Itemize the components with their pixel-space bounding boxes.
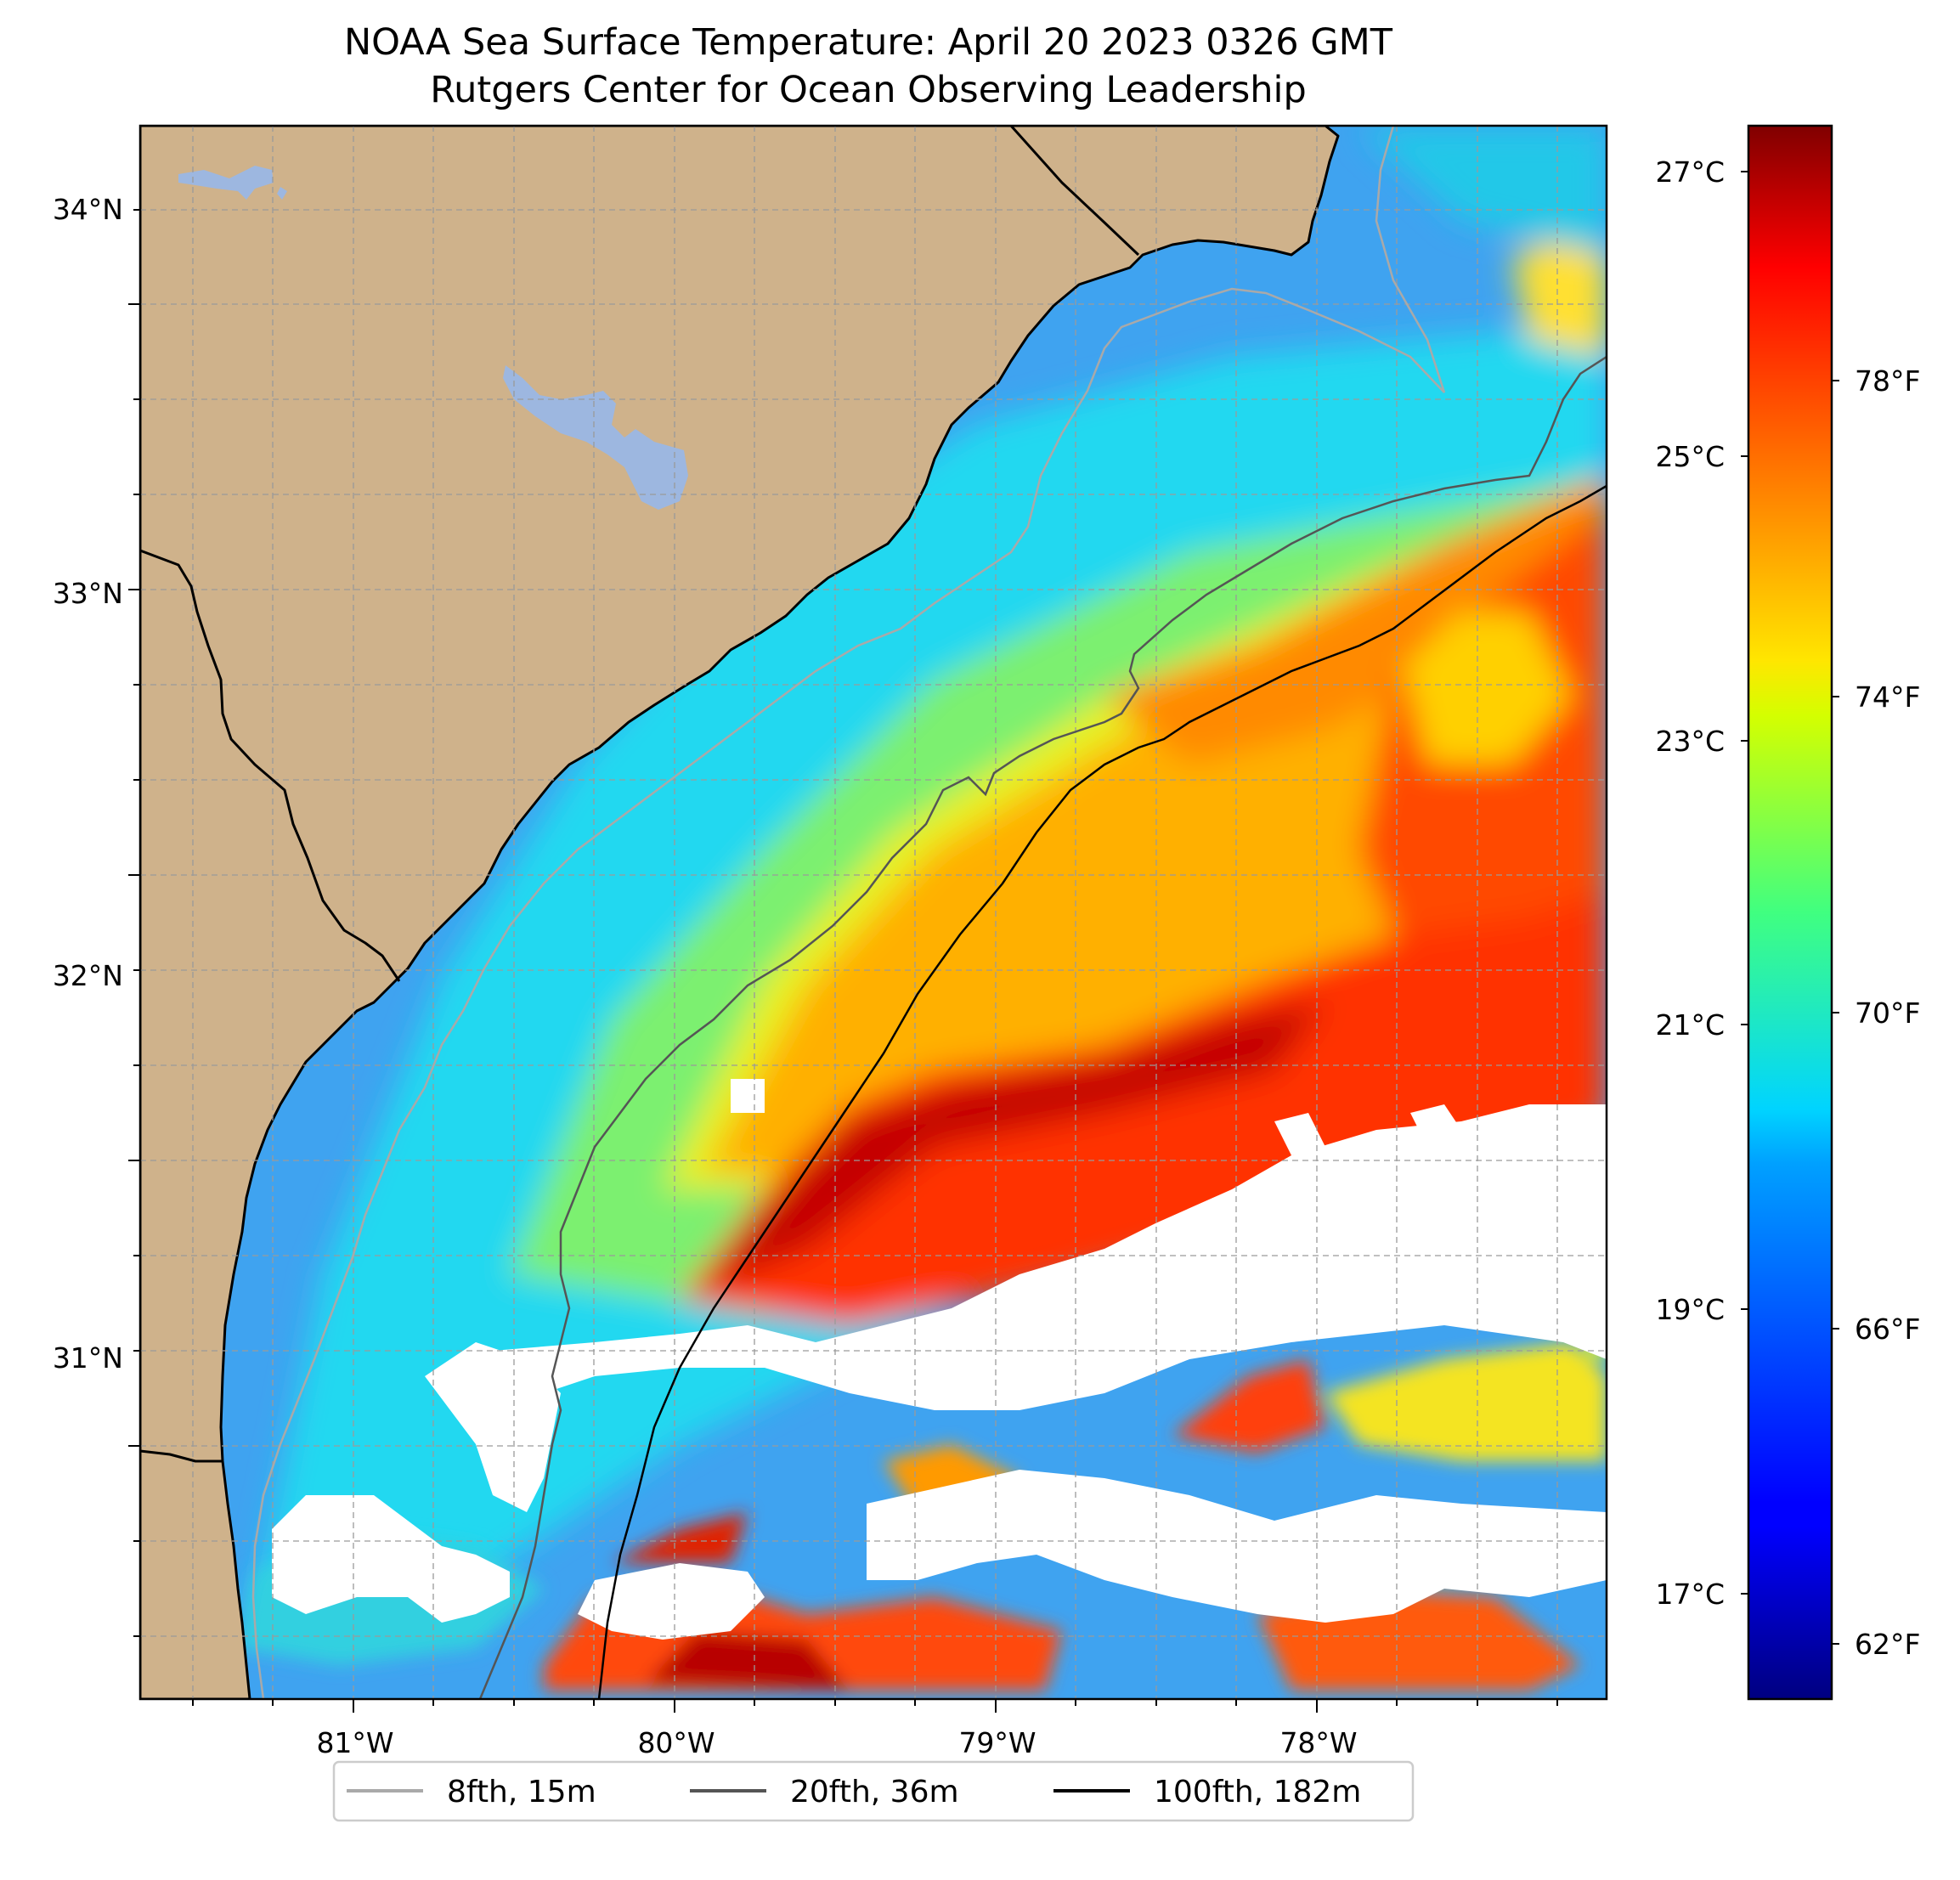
- fahrenheit-tick-label: 62°F: [1855, 1628, 1920, 1661]
- fahrenheit-tick-label: 70°F: [1855, 996, 1920, 1030]
- lat-axis: 34°N 33°N 32°N 31°N: [53, 193, 140, 1637]
- lon-axis: 81°W 80°W 79°W 78°W: [192, 1699, 1558, 1759]
- lat-tick-label: 34°N: [53, 193, 123, 226]
- lat-tick-label: 33°N: [53, 577, 123, 610]
- lon-tick-label: 78°W: [1279, 1726, 1357, 1759]
- land-area: [140, 126, 1340, 1699]
- celsius-tick-label: 27°C: [1655, 155, 1725, 189]
- title-line-1: NOAA Sea Surface Temperature: April 20 2…: [344, 21, 1393, 64]
- legend-label-20fth: 20fth, 36m: [790, 1775, 959, 1809]
- legend-label-100fth: 100fth, 182m: [1154, 1775, 1361, 1809]
- celsius-tick-label: 17°C: [1655, 1578, 1725, 1611]
- colorbar: 27°C 25°C 23°C 21°C 19°C 17°C 78°F 74°F …: [1655, 124, 1920, 1701]
- lon-tick-label: 80°W: [637, 1726, 715, 1759]
- sst-field: [238, 127, 1607, 1691]
- colorbar-gradient: [1747, 124, 1833, 1701]
- map-panel[interactable]: [140, 126, 1607, 1699]
- fahrenheit-tick-label: 78°F: [1855, 364, 1920, 398]
- title-line-2: Rutgers Center for Ocean Observing Leade…: [430, 69, 1307, 111]
- map-frame: [138, 124, 1608, 1701]
- contour-8fth-15m: [251, 126, 1446, 1699]
- legend-label-8fth: 8fth, 15m: [447, 1775, 596, 1809]
- legend-box: [332, 1760, 1415, 1822]
- contour-20fth-36m: [478, 355, 1607, 1699]
- celsius-tick-label: 21°C: [1655, 1008, 1725, 1042]
- state-borders: [140, 126, 1140, 1463]
- lat-tick-label: 31°N: [53, 1341, 123, 1375]
- grid-lines: [140, 126, 1607, 1699]
- fahrenheit-tick-label: 66°F: [1855, 1313, 1920, 1346]
- celsius-tick-label: 25°C: [1655, 440, 1725, 473]
- lon-tick-label: 79°W: [958, 1726, 1036, 1759]
- fahrenheit-tick-label: 74°F: [1855, 680, 1920, 714]
- celsius-tick-label: 23°C: [1655, 725, 1725, 758]
- lake-features: [178, 166, 688, 510]
- lon-tick-label: 81°W: [316, 1726, 393, 1759]
- contour-100fth-182m: [597, 484, 1607, 1699]
- celsius-tick-label: 19°C: [1655, 1293, 1725, 1326]
- cloud-mask: [272, 1079, 1607, 1640]
- lat-tick-label: 32°N: [53, 959, 123, 992]
- contour-legend: 8fth, 15m 20fth, 36m 100fth, 182m: [332, 1760, 1415, 1822]
